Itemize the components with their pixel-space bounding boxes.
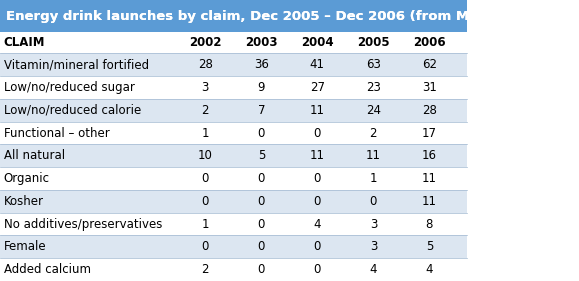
- Text: 0: 0: [314, 172, 321, 185]
- Text: 2: 2: [369, 126, 377, 140]
- Text: 3: 3: [201, 81, 209, 94]
- Text: Organic: Organic: [3, 172, 50, 185]
- Text: 36: 36: [254, 58, 269, 71]
- Text: 0: 0: [258, 126, 265, 140]
- Text: 1: 1: [369, 172, 377, 185]
- Text: 11: 11: [310, 104, 325, 117]
- Text: All natural: All natural: [3, 149, 65, 162]
- Text: 0: 0: [369, 195, 377, 208]
- Text: 2006: 2006: [413, 36, 446, 49]
- Text: 23: 23: [366, 81, 381, 94]
- Text: 11: 11: [422, 195, 437, 208]
- Text: 1: 1: [201, 217, 209, 231]
- Text: 31: 31: [422, 81, 437, 94]
- Text: 11: 11: [366, 149, 381, 162]
- Text: 4: 4: [314, 217, 321, 231]
- Text: 0: 0: [314, 126, 321, 140]
- Text: 2003: 2003: [245, 36, 277, 49]
- Text: 0: 0: [314, 263, 321, 276]
- Text: 2: 2: [201, 104, 209, 117]
- Text: No additives/preservatives: No additives/preservatives: [3, 217, 162, 231]
- Text: Female: Female: [3, 240, 46, 253]
- Text: 17: 17: [422, 126, 437, 140]
- Text: 62: 62: [422, 58, 437, 71]
- Text: Low/no/reduced calorie: Low/no/reduced calorie: [3, 104, 141, 117]
- Text: 41: 41: [310, 58, 325, 71]
- Text: 11: 11: [310, 149, 325, 162]
- FancyBboxPatch shape: [0, 122, 467, 144]
- Text: 0: 0: [258, 240, 265, 253]
- Text: 27: 27: [310, 81, 325, 94]
- Text: 7: 7: [258, 104, 265, 117]
- Text: 5: 5: [258, 149, 265, 162]
- Text: Low/no/reduced sugar: Low/no/reduced sugar: [3, 81, 134, 94]
- Text: Kosher: Kosher: [3, 195, 44, 208]
- FancyBboxPatch shape: [0, 144, 467, 167]
- Text: 9: 9: [258, 81, 265, 94]
- FancyBboxPatch shape: [0, 235, 467, 258]
- Text: 0: 0: [314, 240, 321, 253]
- FancyBboxPatch shape: [0, 32, 467, 53]
- FancyBboxPatch shape: [0, 190, 467, 213]
- Text: 0: 0: [258, 172, 265, 185]
- Text: 1: 1: [201, 126, 209, 140]
- FancyBboxPatch shape: [0, 76, 467, 99]
- Text: Energy drink launches by claim, Dec 2005 – Dec 2006 (from Mintel: Energy drink launches by claim, Dec 2005…: [6, 10, 507, 23]
- Text: 2005: 2005: [357, 36, 390, 49]
- Text: 2004: 2004: [301, 36, 334, 49]
- Text: Functional – other: Functional – other: [3, 126, 109, 140]
- Text: 2002: 2002: [189, 36, 222, 49]
- FancyBboxPatch shape: [0, 0, 467, 32]
- Text: 2: 2: [201, 263, 209, 276]
- Text: 0: 0: [201, 195, 209, 208]
- Text: 16: 16: [422, 149, 437, 162]
- Text: Energy drink launches by claim, Dec 2005 – Dec 2006 (from Mintel: Energy drink launches by claim, Dec 2005…: [6, 10, 507, 23]
- Text: 4: 4: [369, 263, 377, 276]
- FancyBboxPatch shape: [0, 167, 467, 190]
- Text: 0: 0: [258, 217, 265, 231]
- Text: 3: 3: [369, 240, 377, 253]
- Text: 63: 63: [366, 58, 381, 71]
- Text: 28: 28: [198, 58, 213, 71]
- Text: 24: 24: [366, 104, 381, 117]
- Text: 0: 0: [258, 195, 265, 208]
- Text: 8: 8: [426, 217, 433, 231]
- Text: 11: 11: [422, 172, 437, 185]
- Text: 0: 0: [314, 195, 321, 208]
- Text: 0: 0: [258, 263, 265, 276]
- Text: Vitamin/mineral fortified: Vitamin/mineral fortified: [3, 58, 149, 71]
- FancyBboxPatch shape: [0, 213, 467, 235]
- FancyBboxPatch shape: [0, 258, 467, 281]
- Text: Added calcium: Added calcium: [3, 263, 91, 276]
- Text: ).: ).: [572, 10, 579, 23]
- Text: GNPD: GNPD: [527, 10, 570, 23]
- Text: 0: 0: [201, 172, 209, 185]
- Text: 3: 3: [369, 217, 377, 231]
- Text: 0: 0: [201, 240, 209, 253]
- Text: 28: 28: [422, 104, 437, 117]
- Text: CLAIM: CLAIM: [3, 36, 45, 49]
- Text: 10: 10: [198, 149, 213, 162]
- Text: 4: 4: [426, 263, 433, 276]
- Text: 5: 5: [426, 240, 433, 253]
- Text: GNPD: GNPD: [527, 10, 570, 23]
- FancyBboxPatch shape: [0, 99, 467, 122]
- FancyBboxPatch shape: [0, 53, 467, 76]
